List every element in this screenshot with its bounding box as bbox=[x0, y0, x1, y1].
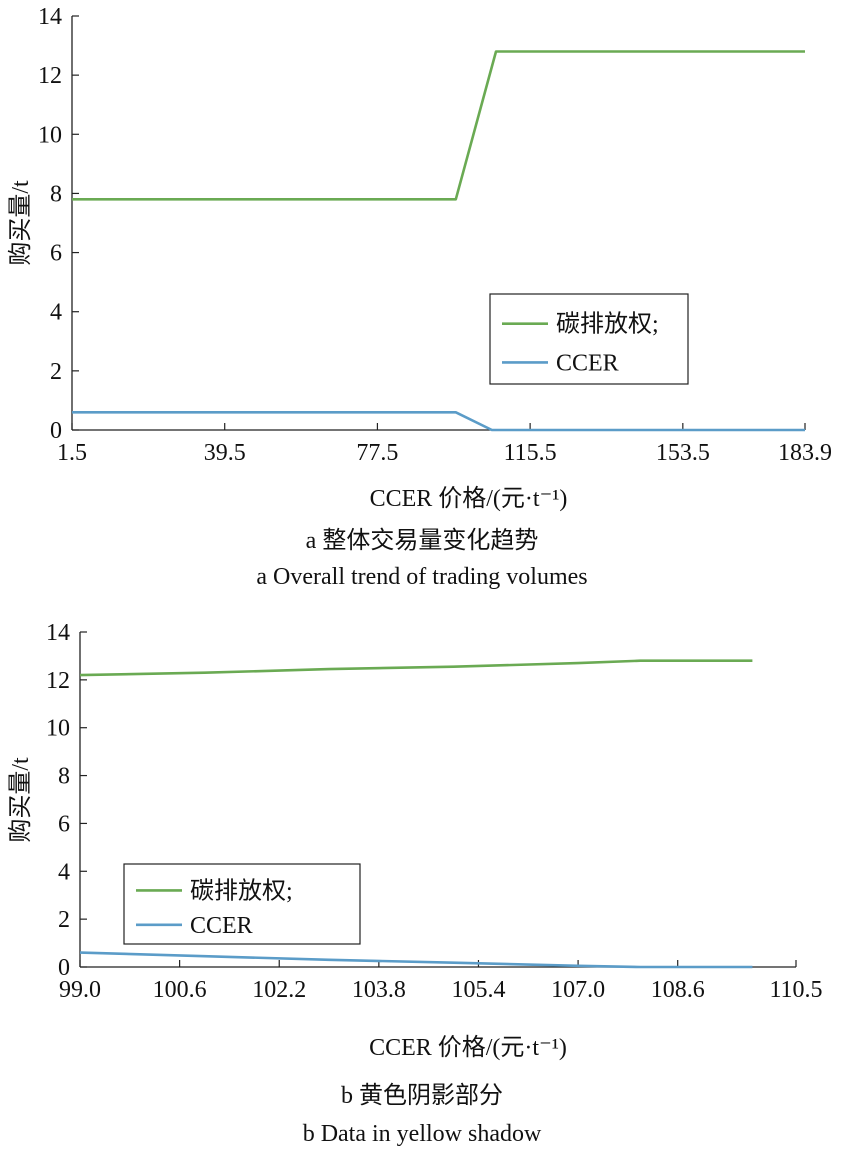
y-tick-label: 0 bbox=[50, 418, 62, 444]
x-tick-label: 115.5 bbox=[504, 440, 557, 466]
chart-panel-b: 0 2 4 6 8 10 12 14 99.0 100.6 102.2 103.8 105.4 107.0… bbox=[7, 620, 823, 1147]
x-tick-label: 153.5 bbox=[656, 440, 710, 466]
x-tick-label: 1.5 bbox=[57, 440, 87, 466]
y-tick-label: 12 bbox=[46, 668, 70, 694]
x-tick-label: 39.5 bbox=[204, 440, 246, 466]
y-tick-label: 10 bbox=[46, 716, 70, 742]
legend-box bbox=[123, 863, 361, 945]
caption-chinese: a 整体交易量变化趋势 bbox=[306, 527, 539, 554]
series-line-carbon-allowance bbox=[79, 659, 753, 677]
x-tick-label: 107.0 bbox=[551, 977, 605, 1003]
legend-label: CCER bbox=[556, 350, 619, 376]
legend-label: CCER bbox=[190, 913, 253, 939]
y-tick-label: 14 bbox=[38, 4, 62, 30]
x-axis-title: CCER 价格/(元·t⁻¹) bbox=[369, 1034, 567, 1061]
series-line-ccer bbox=[72, 410, 805, 432]
y-tick-label: 8 bbox=[50, 181, 62, 207]
y-tick-label: 6 bbox=[58, 811, 70, 837]
y-axis-title: 购买量/t bbox=[7, 757, 34, 843]
y-tick-label: 6 bbox=[50, 241, 62, 267]
x-tick-label: 105.4 bbox=[451, 977, 505, 1003]
x-tick-label: 77.5 bbox=[356, 440, 398, 466]
y-tick-label: 4 bbox=[58, 859, 70, 885]
y-tick-label: 8 bbox=[58, 764, 70, 790]
x-tick-label: 99.0 bbox=[59, 977, 101, 1003]
y-tick-label: 2 bbox=[50, 359, 62, 385]
legend-box bbox=[489, 293, 689, 385]
x-tick-label: 100.6 bbox=[153, 977, 207, 1003]
x-tick-label: 183.9 bbox=[778, 440, 832, 466]
x-tick-label: 108.6 bbox=[651, 977, 705, 1003]
legend-label: 碳排放权; bbox=[556, 311, 659, 338]
x-tick-label: 110.5 bbox=[769, 977, 822, 1003]
legend-label: 碳排放权; bbox=[190, 877, 293, 904]
legend: 碳排放权; CCER bbox=[123, 863, 361, 945]
series-line-ccer bbox=[79, 951, 753, 969]
y-axis-title: 购买量/t bbox=[7, 180, 34, 266]
x-tick-label: 103.8 bbox=[352, 977, 406, 1003]
y-tick-label: 4 bbox=[50, 300, 62, 326]
y-tick-label: 10 bbox=[38, 122, 62, 148]
caption-chinese: b 黄色阴影部分 bbox=[341, 1082, 503, 1109]
legend: 碳排放权; CCER bbox=[489, 293, 689, 385]
caption-english: a Overall trend of trading volumes bbox=[256, 564, 587, 590]
y-tick-label: 2 bbox=[58, 907, 70, 933]
caption-english: b Data in yellow shadow bbox=[303, 1121, 542, 1147]
y-tick-label: 14 bbox=[46, 620, 70, 646]
y-tick-label: 12 bbox=[38, 63, 62, 89]
series-line-carbon-allowance bbox=[72, 50, 805, 201]
chart-panel-a: 0 2 4 6 8 10 12 14 1.5 39.5 77.5 115.5 153.5 183.9 碳排放… bbox=[7, 4, 832, 590]
x-axis-title: CCER 价格/(元·t⁻¹) bbox=[370, 485, 568, 512]
x-tick-label: 102.2 bbox=[252, 977, 306, 1003]
y-tick-label: 0 bbox=[58, 955, 70, 981]
